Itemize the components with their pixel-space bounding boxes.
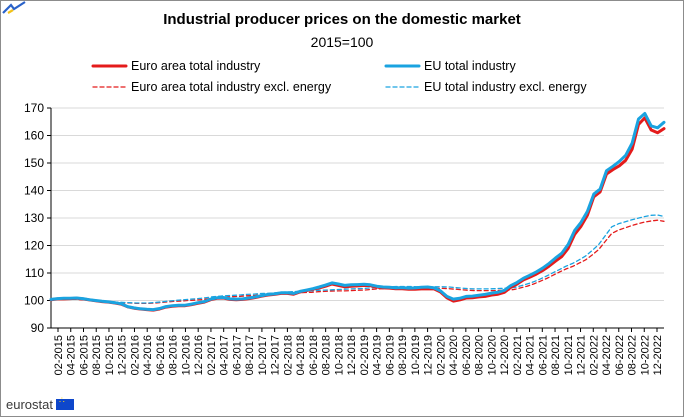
legend-label: EU total industry excl. energy xyxy=(424,80,587,94)
y-tick-label: 120 xyxy=(24,239,44,253)
x-tick-label: 06-2015 xyxy=(78,335,90,375)
eurostat-swoosh-icon xyxy=(2,1,26,14)
y-tick-label: 140 xyxy=(24,184,44,198)
x-tick-label: 08-2017 xyxy=(244,335,256,375)
x-tick-label: 04-2019 xyxy=(372,335,384,375)
x-tick-label: 12-2022 xyxy=(652,335,664,375)
x-tick-label: 12-2021 xyxy=(576,335,588,375)
x-tick-label: 06-2022 xyxy=(614,335,626,375)
chart-series xyxy=(49,112,666,312)
x-tick-label: 12-2018 xyxy=(346,335,358,375)
x-tick-label: 12-2016 xyxy=(193,335,205,375)
series-line-0 xyxy=(49,116,666,312)
eurostat-label: eurostat xyxy=(6,397,53,412)
x-tick-label: 06-2017 xyxy=(231,335,243,375)
chart-subtitle: 2015=100 xyxy=(310,34,374,50)
y-tick-label: 90 xyxy=(31,321,45,335)
x-tick-label: 12-2017 xyxy=(270,335,282,375)
x-tick-label: 08-2016 xyxy=(168,335,180,375)
x-tick-label: 12-2020 xyxy=(499,335,511,375)
x-tick-label: 02-2015 xyxy=(53,335,65,375)
x-tick-label: 06-2021 xyxy=(537,335,549,375)
x-tick-label: 10-2022 xyxy=(639,335,651,375)
legend-label: EU total industry xyxy=(424,59,516,73)
x-axis-ticks: 02-2015 04-2015 06-2015 08-2015 10-2015 12-20… xyxy=(53,328,664,375)
x-tick-label: 08-2021 xyxy=(550,335,562,375)
x-tick-label: 02-2016 xyxy=(129,335,141,375)
x-tick-label: 06-2020 xyxy=(461,335,473,375)
x-tick-label: 04-2016 xyxy=(142,335,154,375)
y-tick-label: 130 xyxy=(24,211,44,225)
series-line-3 xyxy=(50,214,665,304)
x-tick-label: 10-2020 xyxy=(486,335,498,375)
x-tick-label: 08-2022 xyxy=(627,335,639,375)
x-tick-label: 02-2022 xyxy=(588,335,600,375)
y-axis-ticks: 90 100 110 120 130 140 150 160 170 xyxy=(24,101,51,335)
y-tick-label: 170 xyxy=(24,101,44,115)
y-tick-label: 100 xyxy=(24,294,44,308)
x-tick-label: 04-2017 xyxy=(219,335,231,375)
x-tick-label: 04-2022 xyxy=(601,335,613,375)
x-tick-label: 08-2018 xyxy=(321,335,333,375)
chart-gridlines xyxy=(51,107,664,301)
x-tick-label: 04-2015 xyxy=(66,335,78,375)
x-tick-label: 12-2019 xyxy=(423,335,435,375)
x-tick-label: 10-2016 xyxy=(180,335,192,375)
x-tick-label: 02-2021 xyxy=(512,335,524,375)
x-tick-label: 02-2020 xyxy=(435,335,447,375)
x-tick-label: 06-2018 xyxy=(308,335,320,375)
y-tick-label: 110 xyxy=(25,266,44,280)
x-tick-label: 04-2021 xyxy=(525,335,537,375)
x-tick-label: 10-2021 xyxy=(563,335,575,375)
x-tick-label: 10-2018 xyxy=(333,335,345,375)
x-tick-label: 04-2018 xyxy=(295,335,307,375)
x-tick-label: 08-2020 xyxy=(474,335,486,375)
series-line-1 xyxy=(49,112,666,312)
x-tick-label: 10-2015 xyxy=(104,335,116,375)
y-tick-label: 160 xyxy=(24,129,44,143)
y-tick-label: 150 xyxy=(24,156,44,170)
chart-legend: Euro area total industry EU total industr… xyxy=(91,59,587,94)
x-tick-label: 06-2016 xyxy=(155,335,167,375)
legend-label: Euro area total industry excl. energy xyxy=(131,80,332,94)
x-tick-label: 10-2017 xyxy=(257,335,269,375)
x-tick-label: 08-2019 xyxy=(397,335,409,375)
legend-label: Euro area total industry xyxy=(131,59,261,73)
x-tick-label: 02-2018 xyxy=(282,335,294,375)
eurostat-logo: eurostat xyxy=(6,395,74,412)
x-tick-label: 12-2015 xyxy=(117,335,129,375)
eu-flag-icon xyxy=(55,395,74,410)
x-tick-label: 10-2019 xyxy=(410,335,422,375)
x-tick-label: 06-2019 xyxy=(384,335,396,375)
x-tick-label: 08-2015 xyxy=(91,335,103,375)
x-tick-label: 04-2020 xyxy=(448,335,460,375)
chart-title: Industrial producer prices on the domest… xyxy=(163,11,521,28)
x-tick-label: 02-2017 xyxy=(206,335,218,375)
x-tick-label: 02-2019 xyxy=(359,335,371,375)
